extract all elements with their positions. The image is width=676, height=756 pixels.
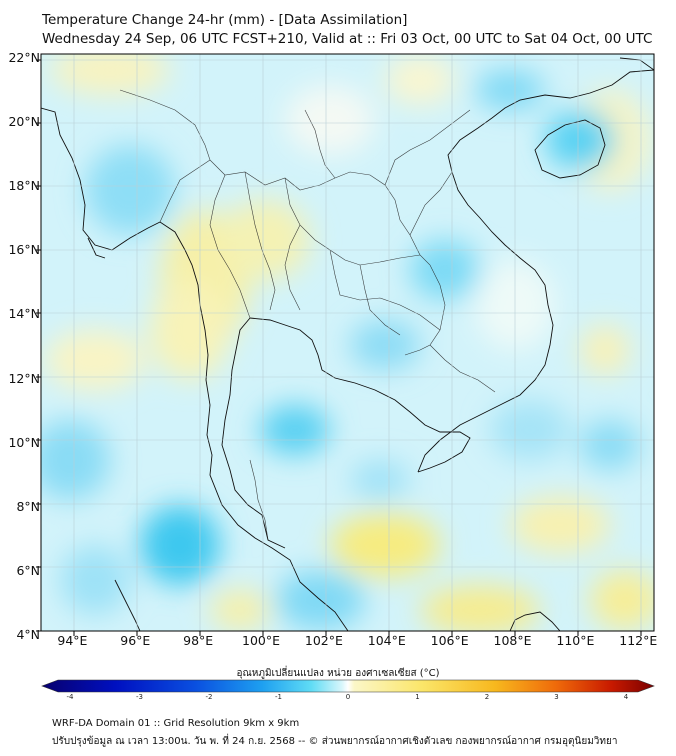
map-title: Temperature Change 24-hr (mm) - [Data As… — [42, 12, 408, 28]
colorbar-tick: 4 — [623, 693, 629, 701]
lat-label: 16°N — [8, 242, 40, 258]
map-subtitle: Wednesday 24 Sep, 06 UTC FCST+210, Valid… — [42, 31, 653, 47]
lon-label: 100°E — [242, 633, 281, 648]
lon-label: 102°E — [304, 633, 343, 648]
temperature-map — [36, 53, 655, 693]
lat-label: 8°N — [16, 498, 40, 514]
graticule — [41, 54, 654, 631]
lon-label: 96°E — [120, 633, 151, 648]
colorbar-tick: -2 — [205, 693, 213, 701]
lat-label: 14°N — [8, 306, 40, 322]
lat-label: 22°N — [8, 50, 40, 65]
lat-label: 4°N — [16, 627, 40, 642]
lon-label: 98°E — [183, 633, 214, 648]
map-frame — [40, 53, 655, 632]
colorbar-tick: 1 — [415, 693, 420, 701]
colorbar-label: อุณหภูมิเปลี่ยนแปลง หน่วย องศาเซลเซียส (… — [236, 668, 440, 679]
lat-label: 12°N — [8, 370, 40, 386]
colorbar-tick: -4 — [66, 693, 74, 701]
lon-label: 104°E — [367, 633, 406, 648]
colorbar-tick: 2 — [484, 693, 490, 701]
lat-label: 10°N — [8, 434, 40, 450]
lon-label: 108°E — [493, 633, 532, 648]
colorbar-tick: 0 — [345, 693, 351, 701]
footer-model-info: WRF-DA Domain 01 :: Grid Resolution 9km … — [52, 718, 300, 729]
lon-label: 106°E — [430, 633, 469, 648]
lon-label: 94°E — [57, 633, 88, 648]
lon-label: 110°E — [556, 633, 595, 648]
lat-label: 20°N — [8, 114, 40, 130]
lat-label: 6°N — [16, 562, 40, 578]
colorbar-tick: -3 — [136, 693, 143, 701]
lat-label: 18°N — [8, 178, 40, 194]
lon-label: 112°E — [619, 633, 658, 648]
temperature-field — [41, 54, 654, 631]
colorbar-tick: -1 — [275, 693, 282, 701]
colorbar — [41, 679, 655, 693]
colorbar-tick: 3 — [554, 693, 559, 701]
footer-credit: ปรับปรุงข้อมูล ณ เวลา 13:00น. วัน พ. ที่… — [52, 736, 618, 747]
province-borders — [119, 89, 496, 541]
